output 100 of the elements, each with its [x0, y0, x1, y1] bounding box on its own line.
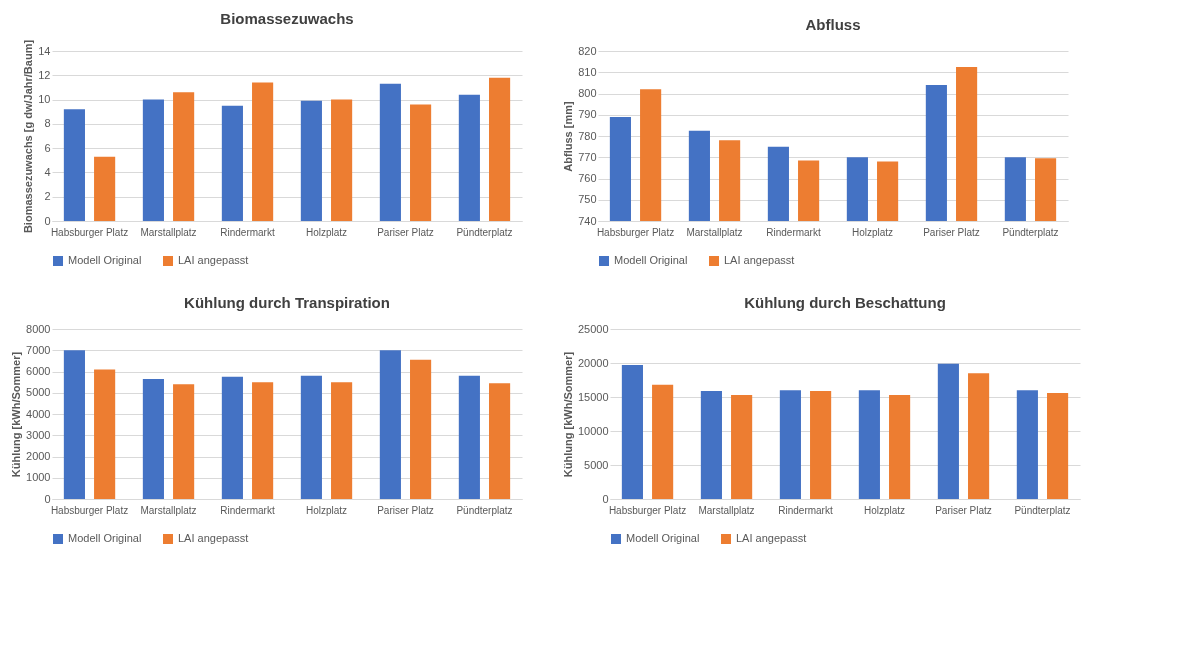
y-tick-label: 770: [578, 150, 597, 163]
y-tick-label: 820: [578, 44, 597, 57]
bar: [63, 350, 85, 499]
bar: [410, 359, 432, 499]
y-tick-label: 790: [578, 108, 597, 121]
legend-label: LAI angepasst: [724, 254, 795, 266]
legend-label: LAI angepasst: [736, 532, 807, 544]
x-tick-label: Marstallplatz: [140, 504, 197, 516]
x-tick-label: Rindermarkt: [766, 226, 821, 238]
bar: [652, 384, 674, 499]
y-tick-label: 1000: [26, 471, 51, 484]
bar: [731, 394, 753, 499]
y-tick-label: 5000: [26, 386, 51, 399]
y-tick-label: 810: [578, 65, 597, 78]
bar: [889, 394, 911, 499]
y-tick-label: 4: [44, 165, 51, 178]
x-tick-label: Rindermarkt: [220, 504, 275, 516]
bar: [252, 382, 274, 499]
y-tick-label: 20000: [577, 356, 609, 369]
legend-label: Modell Original: [614, 254, 688, 266]
bar: [142, 378, 164, 499]
chart-title: Kühlung durch Beschattung: [744, 294, 946, 311]
bar: [779, 390, 801, 499]
chart-title: Kühlung durch Transpiration: [184, 294, 390, 311]
legend-label: LAI angepasst: [178, 254, 249, 266]
y-tick-label: 800: [578, 87, 597, 99]
legend-label: Modell Original: [68, 254, 142, 266]
y-tick-label: 10: [38, 93, 51, 106]
legend-label: Modell Original: [68, 532, 142, 544]
y-tick-label: 2000: [26, 450, 51, 462]
y-tick-label: 6: [44, 141, 51, 154]
x-tick-label: Pariser Platz: [923, 226, 980, 238]
x-tick-label: Holzplatz: [851, 226, 894, 238]
y-tick-label: 740: [578, 214, 597, 227]
y-tick-label: 3000: [26, 428, 51, 441]
y-tick-label: 750: [578, 193, 597, 206]
bar: [968, 373, 990, 499]
x-tick-label: Rindermarkt: [778, 504, 833, 516]
bar: [489, 383, 511, 499]
x-tick-label: Pariser Platz: [935, 504, 992, 516]
x-tick-label: Marstallplatz: [686, 226, 743, 238]
y-axis-title: Kühlung [kWh/Sommer]: [561, 351, 574, 478]
bar: [379, 350, 401, 499]
y-tick-label: 4000: [26, 407, 51, 420]
x-tick-label: Pariser Platz: [377, 226, 434, 238]
y-tick-label: 7000: [26, 343, 51, 356]
bar: [489, 77, 511, 221]
bar: [173, 92, 195, 221]
x-tick-label: Pündterplatz: [1002, 226, 1059, 238]
bar: [221, 105, 243, 221]
y-tick-label: 10000: [577, 424, 609, 437]
y-tick-label: 8: [44, 117, 51, 130]
y-tick-label: 8000: [26, 322, 51, 335]
bar: [810, 390, 832, 499]
bar: [221, 376, 243, 499]
chart-title: Abfluss: [805, 16, 861, 33]
y-tick-label: 25000: [577, 322, 609, 335]
y-tick-label: 780: [578, 129, 597, 142]
x-tick-label: Holzplatz: [863, 504, 906, 516]
bar: [1016, 390, 1038, 499]
y-tick-label: 15000: [577, 390, 609, 403]
bar: [331, 99, 353, 221]
y-tick-label: 760: [578, 172, 597, 184]
x-tick-label: Pündterplatz: [456, 226, 513, 238]
bar: [142, 99, 164, 221]
bar: [252, 82, 274, 221]
bar: [1047, 392, 1069, 499]
x-tick-label: Holzplatz: [305, 504, 348, 516]
bar: [379, 83, 401, 221]
x-tick-label: Holzplatz: [305, 226, 348, 238]
x-tick-label: Habsburger Platz: [596, 226, 675, 238]
x-tick-label: Pariser Platz: [377, 504, 434, 516]
y-tick-label: 0: [44, 492, 51, 505]
legend-label: Modell Original: [626, 532, 700, 544]
chart-title: Biomassezuwachs: [220, 10, 354, 28]
x-tick-label: Habsburger Platz: [50, 504, 129, 516]
bar: [458, 94, 480, 221]
x-tick-label: Habsburger Platz: [608, 504, 687, 516]
y-tick-label: 0: [44, 214, 51, 227]
x-tick-label: Pündterplatz: [1014, 504, 1071, 516]
legend-label: LAI angepasst: [178, 532, 249, 544]
bar: [410, 104, 432, 221]
y-tick-label: 0: [602, 492, 609, 505]
x-tick-label: Habsburger Platz: [50, 226, 129, 238]
y-axis-title: Kühlung [kWh/Sommer]: [10, 351, 23, 478]
y-axis-title: Biomassezuwachs [g dw/Jahr/Baum]: [22, 39, 35, 234]
bar: [858, 390, 880, 499]
y-tick-label: 6000: [26, 365, 51, 377]
bar: [300, 375, 322, 499]
bar: [458, 375, 480, 499]
bar: [94, 369, 116, 499]
bar: [331, 382, 353, 499]
y-tick-label: 12: [38, 68, 51, 81]
bar: [700, 390, 722, 499]
y-tick-label: 5000: [584, 458, 609, 471]
bar: [173, 384, 195, 499]
bar: [63, 109, 85, 221]
bar: [621, 365, 643, 499]
x-tick-label: Marstallplatz: [698, 504, 755, 516]
x-tick-label: Marstallplatz: [140, 226, 197, 238]
